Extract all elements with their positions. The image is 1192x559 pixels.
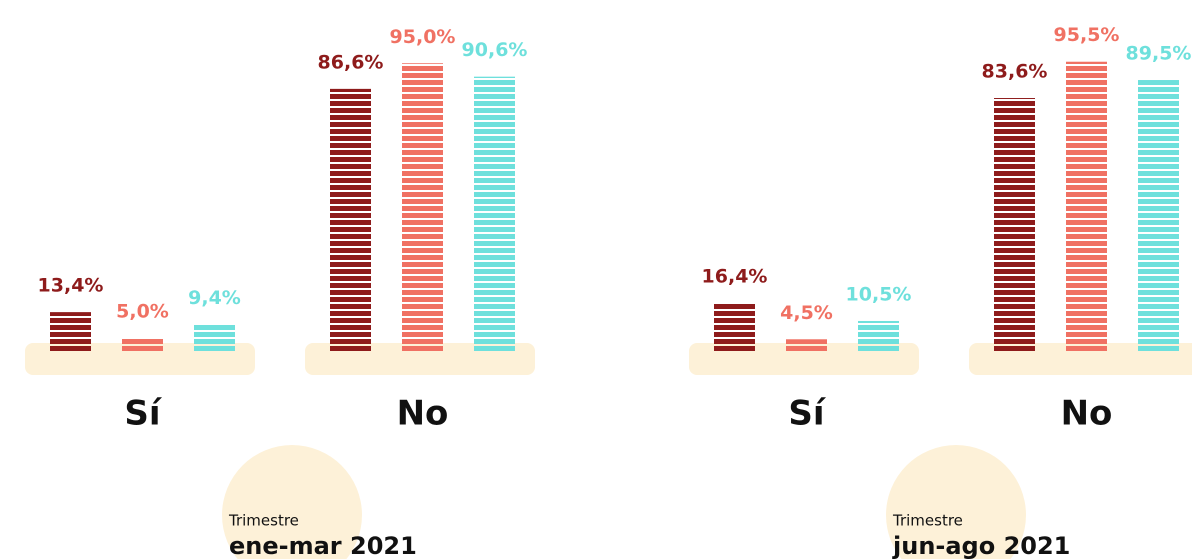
value-label: 5,0%: [116, 300, 169, 322]
bar: [858, 320, 899, 353]
value-label: 90,6%: [462, 39, 528, 61]
value-label: 95,5%: [1054, 24, 1120, 46]
caption-label: Trimestre: [228, 512, 299, 530]
value-label: 4,5%: [780, 302, 833, 324]
bar: [330, 88, 371, 354]
bar: [122, 337, 163, 353]
value-label: 10,5%: [846, 283, 912, 305]
category-label: No: [397, 394, 449, 434]
bar: [994, 98, 1035, 354]
value-label: 16,4%: [702, 265, 768, 287]
bar: [402, 63, 443, 353]
caption-blob: [222, 445, 362, 559]
category-label: Sí: [124, 394, 162, 434]
value-label: 9,4%: [188, 287, 241, 309]
value-label: 95,0%: [390, 26, 456, 48]
caption: ene-mar 2021: [229, 532, 417, 559]
value-label: 89,5%: [1126, 43, 1192, 65]
bar: [786, 339, 827, 353]
value-label: 13,4%: [38, 275, 104, 297]
bar: [714, 302, 755, 353]
category-label: No: [1061, 394, 1113, 434]
category-label: Sí: [788, 394, 826, 434]
caption: jun-ago 2021: [892, 532, 1070, 559]
bar: [50, 312, 91, 353]
value-label: 83,6%: [982, 61, 1048, 83]
bar: [1066, 61, 1107, 353]
bar: [1138, 80, 1179, 354]
value-label: 86,6%: [318, 51, 384, 73]
bar: [474, 76, 515, 354]
bar: [194, 324, 235, 353]
caption-blob: [886, 445, 1026, 559]
caption-label: Trimestre: [892, 512, 963, 530]
